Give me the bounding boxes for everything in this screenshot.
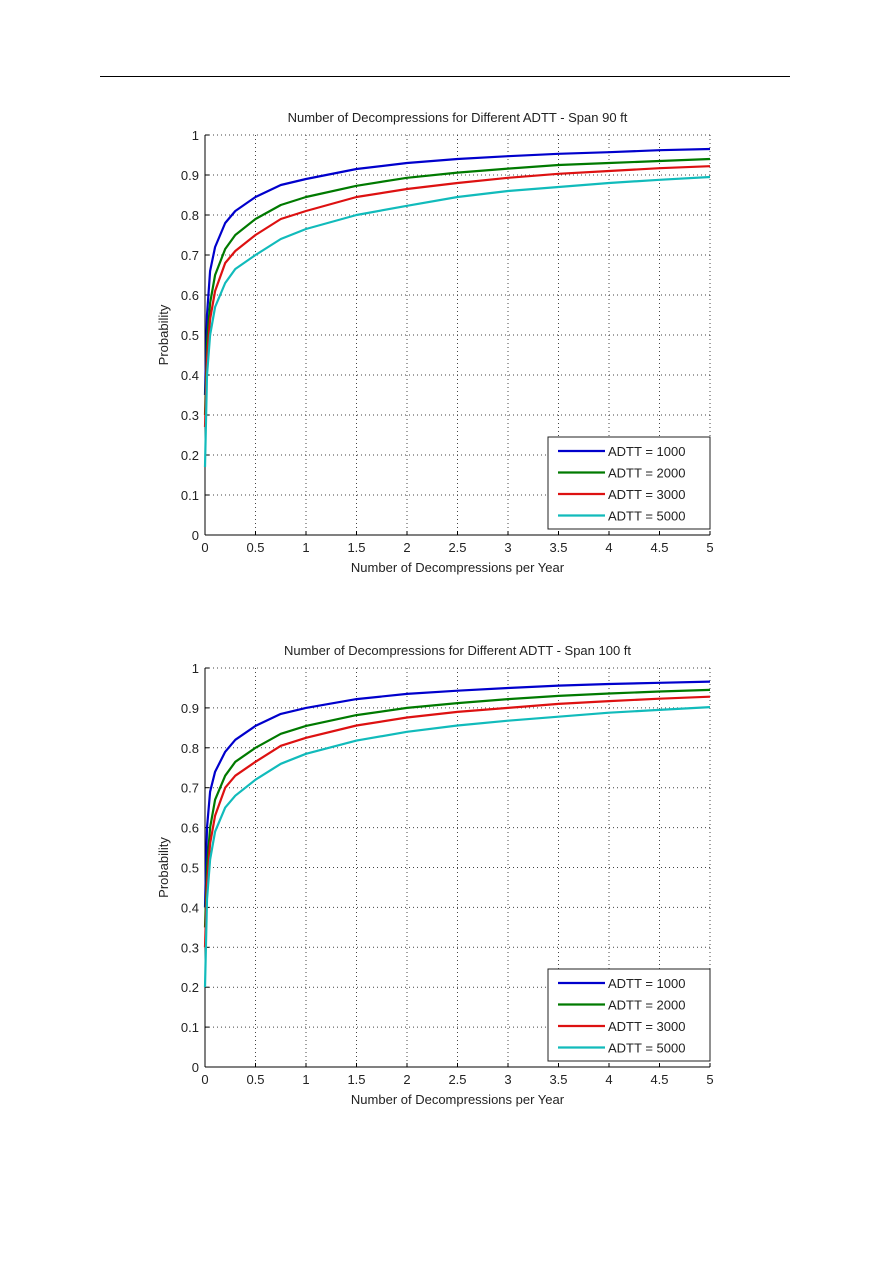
x-tick-label: 4 — [605, 1072, 612, 1087]
y-tick-label: 0.8 — [181, 208, 199, 223]
legend: ADTT = 1000 ADTT = 2000 ADTT = 3000 ADTT = … — [547, 968, 711, 1062]
series-line-2000 — [203, 688, 711, 928]
y-tick-label: 0.2 — [181, 980, 199, 995]
x-tick-label: 4.5 — [650, 1072, 668, 1087]
x-tick-label: 0 — [201, 1072, 208, 1087]
legend-label: ADTT = 2000 — [608, 466, 685, 481]
series-line-5000 — [203, 706, 711, 988]
x-tick-label: 5 — [706, 540, 713, 555]
y-tick-label: 0 — [192, 1060, 199, 1075]
y-tick-label: 0.8 — [181, 741, 199, 756]
x-tick-label: 1 — [302, 1072, 309, 1087]
chart-2: 0 0.5 1 1.5 2 2.5 3 3.5 4 4.5 5 0 0.1 0.2 0.3 0.4 0.5 0.6… — [156, 643, 714, 1107]
series-line-3000 — [203, 165, 711, 428]
y-tick-label: 0.5 — [181, 328, 199, 343]
x-axis-label: Number of Decompressions per Year — [351, 1092, 565, 1107]
x-tick-label: 2.5 — [448, 1072, 466, 1087]
x-tick-label: 3.5 — [549, 540, 567, 555]
legend-label: ADTT = 1000 — [608, 444, 685, 459]
header-rule — [100, 76, 790, 77]
x-tick-label: 0.5 — [246, 540, 264, 555]
y-tick-label: 0.4 — [181, 368, 199, 383]
x-tick-label: 1.5 — [347, 540, 365, 555]
x-tick-label: 2 — [403, 540, 410, 555]
y-tick-label: 1 — [192, 128, 199, 143]
series-line-1000 — [203, 680, 711, 908]
y-tick-label: 0.1 — [181, 488, 199, 503]
x-tick-label: 2 — [403, 1072, 410, 1087]
y-tick-label: 0.6 — [181, 288, 199, 303]
y-tick-label: 0.7 — [181, 781, 199, 796]
y-tick-label: 0 — [192, 528, 199, 543]
chart-title: Number of Decompressions for Different A… — [288, 110, 628, 125]
chart-1: 0 0.5 1 1.5 2 2.5 3 3.5 4 4.5 5 0 0.1 0.2 0.3 0.4 0.5 0.6… — [156, 110, 714, 575]
x-tick-label: 4 — [605, 540, 612, 555]
y-tick-label: 0.2 — [181, 448, 199, 463]
chart-title: Number of Decompressions for Different A… — [284, 643, 631, 658]
legend-label: ADTT = 2000 — [608, 998, 685, 1013]
legend-box — [547, 968, 711, 1062]
x-tick-label: 0 — [201, 540, 208, 555]
series-line-2000 — [203, 157, 711, 416]
x-axis-label: Number of Decompressions per Year — [351, 560, 565, 575]
y-tick-label: 0.4 — [181, 900, 199, 915]
x-tick-label: 1.5 — [347, 1072, 365, 1087]
y-axis-label: Probability — [156, 304, 171, 365]
legend-box — [547, 436, 711, 530]
legend-label: ADTT = 5000 — [608, 1041, 685, 1056]
series-line-5000 — [203, 175, 711, 468]
x-tick-label: 0.5 — [246, 1072, 264, 1087]
x-tick-label: 4.5 — [650, 540, 668, 555]
x-tick-label: 5 — [706, 1072, 713, 1087]
legend-label: ADTT = 3000 — [608, 1019, 685, 1034]
x-tick-label: 1 — [302, 540, 309, 555]
y-tick-label: 0.6 — [181, 821, 199, 836]
y-tick-label: 0.5 — [181, 861, 199, 876]
x-tick-label: 3.5 — [549, 1072, 567, 1087]
y-tick-label: 0.3 — [181, 940, 199, 955]
x-tick-label: 3 — [504, 1072, 511, 1087]
legend-label: ADTT = 5000 — [608, 509, 685, 524]
legend-label: ADTT = 3000 — [608, 487, 685, 502]
series-line-3000 — [203, 695, 711, 948]
y-tick-label: 0.9 — [181, 701, 199, 716]
y-tick-label: 0.7 — [181, 248, 199, 263]
y-axis-label: Probability — [156, 837, 171, 898]
legend: ADTT = 1000 ADTT = 2000 ADTT = 3000 ADTT = … — [547, 436, 711, 530]
x-tick-label: 3 — [504, 540, 511, 555]
series-line-1000 — [203, 147, 711, 396]
y-tick-label: 0.9 — [181, 168, 199, 183]
y-tick-label: 0.1 — [181, 1020, 199, 1035]
x-tick-label: 2.5 — [448, 540, 466, 555]
y-tick-label: 0.3 — [181, 408, 199, 423]
y-tick-label: 1 — [192, 661, 199, 676]
legend-label: ADTT = 1000 — [608, 976, 685, 991]
